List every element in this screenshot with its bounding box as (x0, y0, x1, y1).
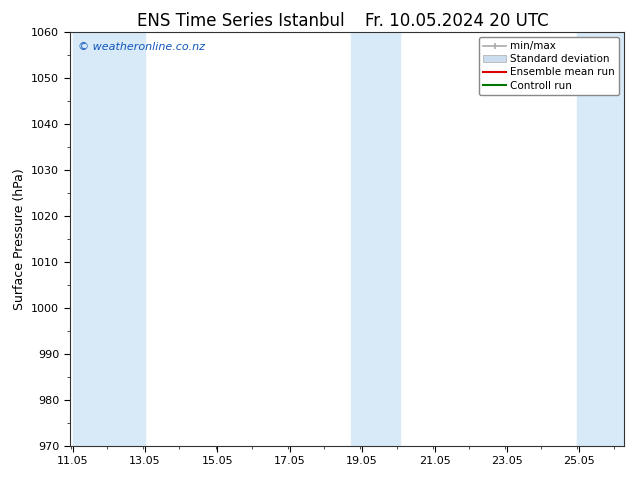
Bar (73, 32, 145, 446)
Text: ENS Time Series Istanbul: ENS Time Series Istanbul (137, 12, 345, 30)
Text: Fr. 10.05.2024 20 UTC: Fr. 10.05.2024 20 UTC (365, 12, 548, 30)
Text: © weatheronline.co.nz: © weatheronline.co.nz (78, 42, 205, 52)
Y-axis label: Surface Pressure (hPa): Surface Pressure (hPa) (13, 168, 25, 310)
Legend: min/max, Standard deviation, Ensemble mean run, Controll run: min/max, Standard deviation, Ensemble me… (479, 37, 619, 95)
Bar (351, 32, 400, 446)
Bar (578, 32, 624, 446)
